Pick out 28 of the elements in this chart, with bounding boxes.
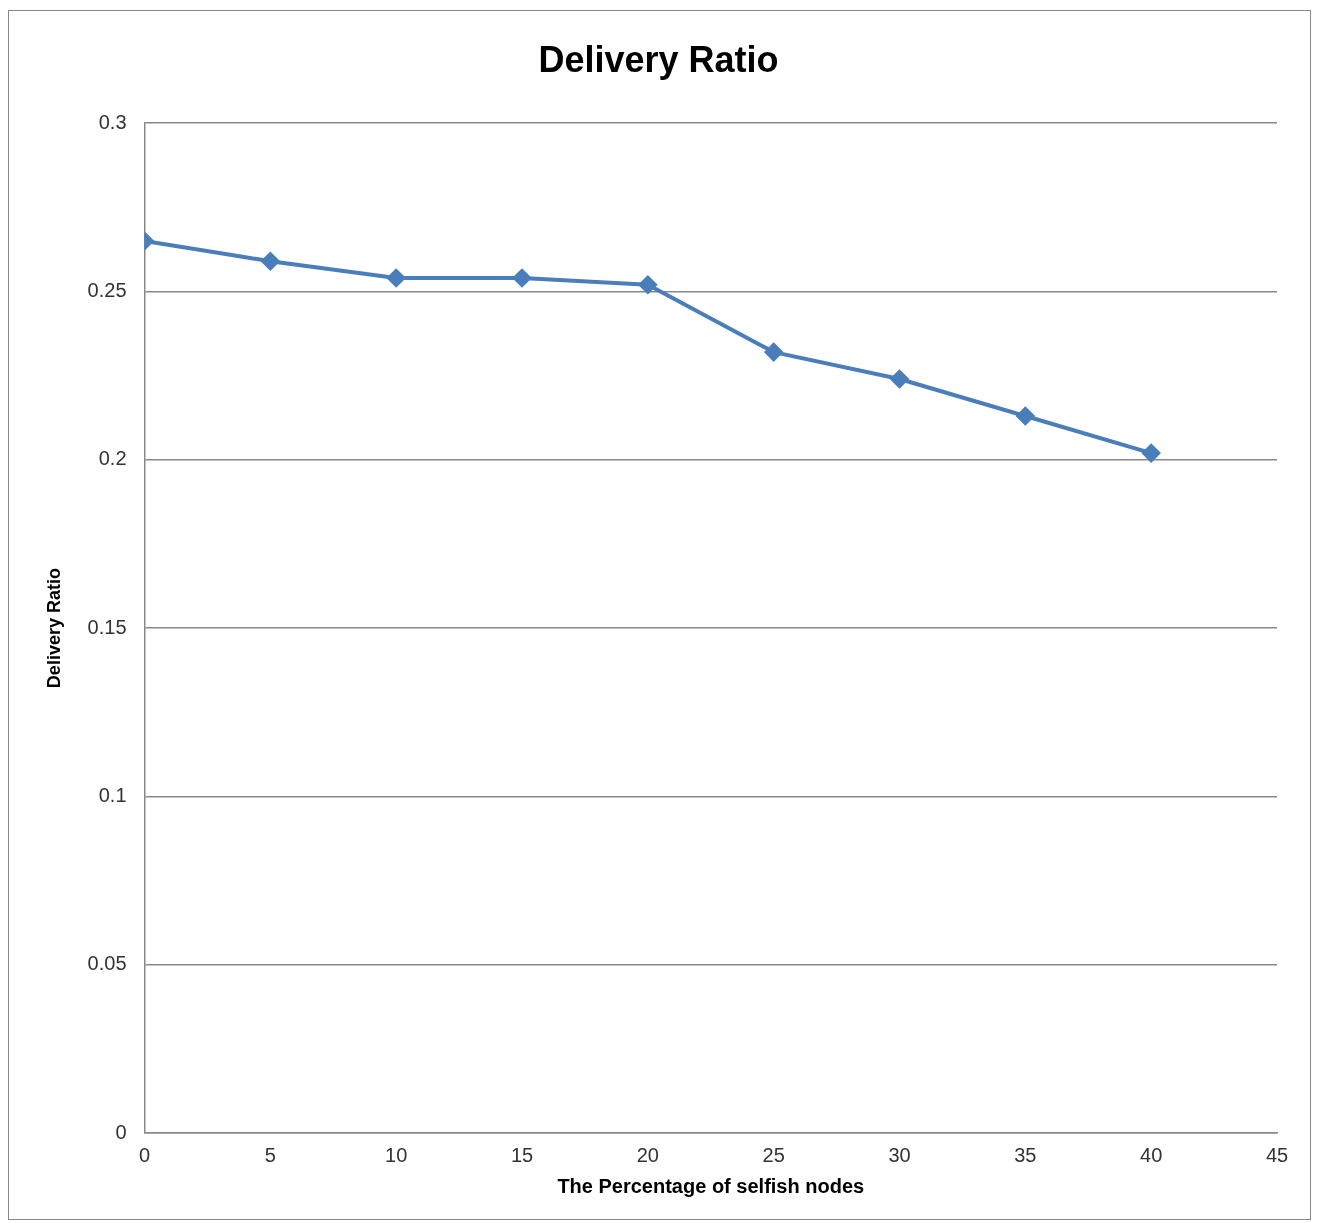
y-tick-label: 0.05	[87, 952, 127, 975]
x-tick-label: 5	[264, 1143, 276, 1166]
x-tick-label: 25	[762, 1143, 785, 1166]
point	[513, 269, 532, 288]
point	[890, 370, 909, 389]
chart-title: Delivery Ratio	[538, 38, 779, 80]
y-tick-label: 0.1	[98, 783, 127, 806]
x-tick-label: 0	[138, 1143, 151, 1166]
point	[764, 343, 783, 362]
x-tick-label: 40	[1140, 1143, 1163, 1166]
y-tick-label: 0.25	[87, 279, 127, 302]
x-tick-label: 35	[1014, 1143, 1037, 1166]
y-axis-title: Delivery Ratio	[43, 568, 64, 689]
point	[638, 275, 657, 294]
point	[1142, 444, 1161, 463]
y-tick-label: 0.3	[98, 110, 127, 133]
x-tick-label: 15	[510, 1143, 534, 1166]
x-tick-label: 30	[888, 1143, 911, 1166]
y-tick-label: 0.15	[87, 615, 127, 638]
x-axis-title: The Percentage of selfish nodes	[557, 1174, 865, 1197]
y-tick-label: 0	[115, 1120, 127, 1143]
y-tick-label: 0.2	[98, 447, 127, 470]
x-tick-label: 10	[385, 1143, 408, 1166]
x-tick-label: 20	[636, 1143, 659, 1166]
point	[387, 269, 406, 288]
x-tick-label: 45	[1265, 1143, 1289, 1166]
point	[1016, 407, 1035, 426]
point	[261, 252, 280, 271]
